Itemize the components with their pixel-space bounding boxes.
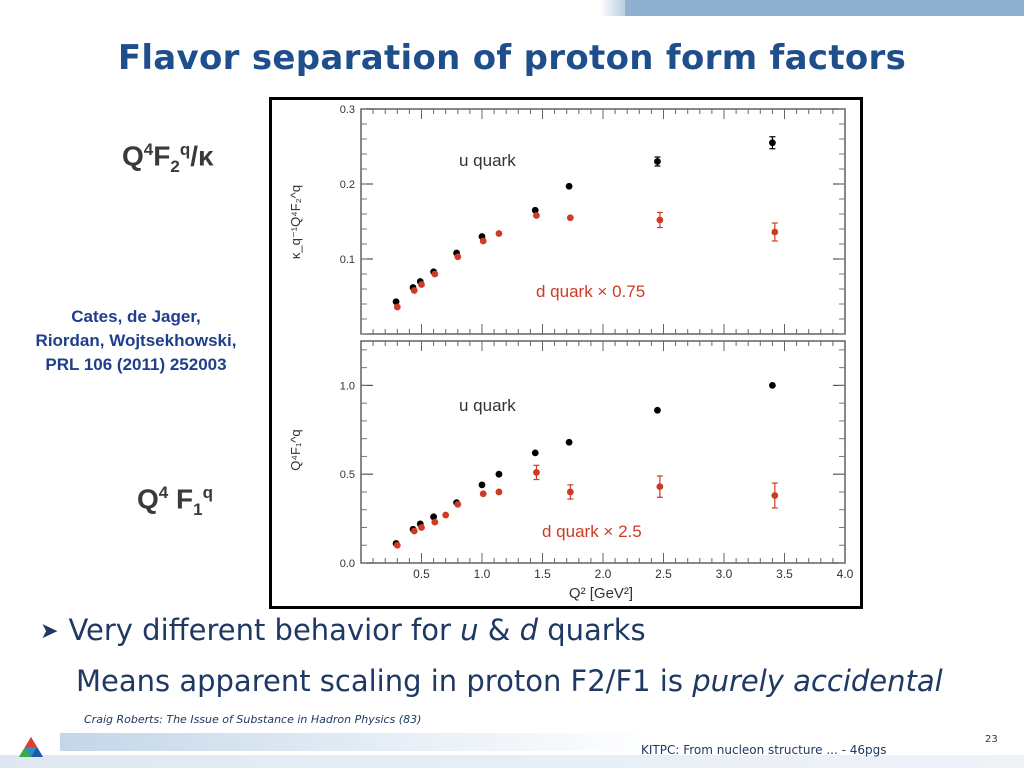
citation-line: PRL 106 (2011) 252003 [45,355,227,374]
top-panel-ylabel: κ_q⁻¹Q⁴F₂^q [288,185,303,259]
bullet-point: ➤ Very different behavior for u & d quark… [40,613,646,647]
sub-bullet: Means apparent scaling in proton F2/F1 i… [76,664,943,698]
footer-bottom-band [0,755,1024,768]
x-tick-label: 4.0 [837,567,854,581]
u-quark-point [565,182,573,190]
d-quark-point [454,500,462,508]
bottom-panel-ylabel: Q⁴F₁^q [288,429,303,470]
y-tick-label: 0.5 [340,469,355,481]
f1-label-sup4: 4 [158,483,169,502]
d-quark-point [533,469,540,476]
d-quark-point [566,488,574,496]
d-quark-point [566,214,574,222]
argonne-logo-icon [19,737,43,757]
page-number: 23 [985,734,998,745]
f1-label-supq: q [202,483,213,502]
citation: Cates, de Jager, Riordan, Wojtsekhowski,… [8,305,264,377]
d-quark-point [454,253,462,261]
u-quark-point [565,438,573,446]
top-u-quark-annotation: u quark [459,151,516,170]
top-d-quark-annotation: d quark × 0.75 [536,282,645,301]
d-quark-point [410,287,418,294]
x-axis-label: Q² [GeV²] [569,585,633,602]
sub-bullet-emphasis: purely accidental [692,664,943,698]
f2-label-kappa: /κ [190,140,214,172]
y-tick-label: 0.1 [340,254,355,266]
d-quark-point [495,230,503,237]
d-quark-point [656,216,664,224]
form-factor-plot: 0.1 0.2 0.3 0.0 0.5 1.0 0.5 1.0 1.5 2.0 2.5 3.0 3.5 4… [288,104,854,602]
bullet-text: Very different behavior for [68,613,461,647]
u-quark-point [430,513,437,521]
bullet-amp: & [478,613,520,647]
footer-accent-band [60,733,660,751]
tick-marks: 0.1 0.2 0.3 0.0 0.5 1.0 0.5 1.0 1.5 2.0 2.5 3.0 3.5 4… [340,104,854,581]
y-tick-label: 0.2 [340,179,355,191]
x-tick-label: 3.0 [716,567,733,581]
footer-text: KITPC: From nucleon structure ... - 46pg… [641,743,887,757]
u-quark-point [392,298,400,306]
x-tick-label: 3.5 [776,567,793,581]
d-quark-point [479,490,487,498]
u-quark-point [654,158,661,165]
bottom-u-quark-annotation: u quark [459,396,516,415]
bottom-d-quark-annotation: d quark × 2.5 [542,522,642,541]
x-tick-label: 1.0 [474,567,491,581]
f1-axis-label: Q4 F1q [137,483,213,520]
u-quark-point [769,382,776,389]
x-tick-label: 2.5 [655,567,672,581]
plot-frame: 0.1 0.2 0.3 0.0 0.5 1.0 0.5 1.0 1.5 2.0 2.5 3.0 3.5 4… [269,97,863,609]
d-quark-point [431,518,439,526]
u-quark-point [478,481,486,489]
d-quark-point [418,524,425,531]
f1-label-f: F [168,483,194,515]
f1-label-q: Q [137,483,159,515]
f2-axis-label: Q4F2q/κ [122,140,214,177]
d-quark-point [410,527,418,535]
u-quark-point [654,406,661,414]
y-tick-label: 0.0 [340,558,355,570]
d-quark-point [442,511,450,519]
x-tick-label: 1.5 [534,567,551,581]
d-quark-point [418,281,425,288]
f2-label-sup4: 4 [143,140,154,159]
data-points [392,136,779,549]
d-quark-point [771,228,779,236]
d-quark-point [495,488,503,496]
y-tick-label: 1.0 [340,380,355,392]
x-tick-label: 2.0 [595,567,612,581]
f2-label-q: Q [122,140,144,172]
arrow-bullet-icon: ➤ [40,619,59,644]
bullet-tail: quarks [538,613,646,647]
f2-label-f: F [153,140,171,172]
citation-line: Cates, de Jager, [71,307,201,326]
citation-line: Riordan, Wojtsekhowski, [35,331,237,350]
x-tick-label: 0.5 [413,567,430,581]
d-quark-point [431,270,439,278]
d-quark-point [479,237,487,245]
u-quark-point [769,139,776,147]
y-tick-label: 0.3 [340,104,355,116]
d-quark-point [533,212,540,219]
header-accent-band [625,0,1024,16]
f1-label-sub: 1 [193,499,203,519]
bullet-u: u [460,613,479,647]
u-quark-point [531,206,539,214]
d-quark-point [393,541,401,549]
u-quark-point [495,470,503,478]
slide-title: Flavor separation of proton form factors [117,38,907,78]
d-quark-point [656,483,664,491]
footer-credit: Craig Roberts: The Issue of Substance in… [84,713,422,726]
d-quark-point [393,303,401,311]
bullet-d: d [519,613,539,647]
f2-label-sub: 2 [170,156,180,176]
f2-label-supq: q [179,140,191,159]
u-quark-point [531,449,539,457]
d-quark-point [771,492,779,499]
sub-bullet-text: Means apparent scaling in proton F2/F1 i… [76,664,693,698]
